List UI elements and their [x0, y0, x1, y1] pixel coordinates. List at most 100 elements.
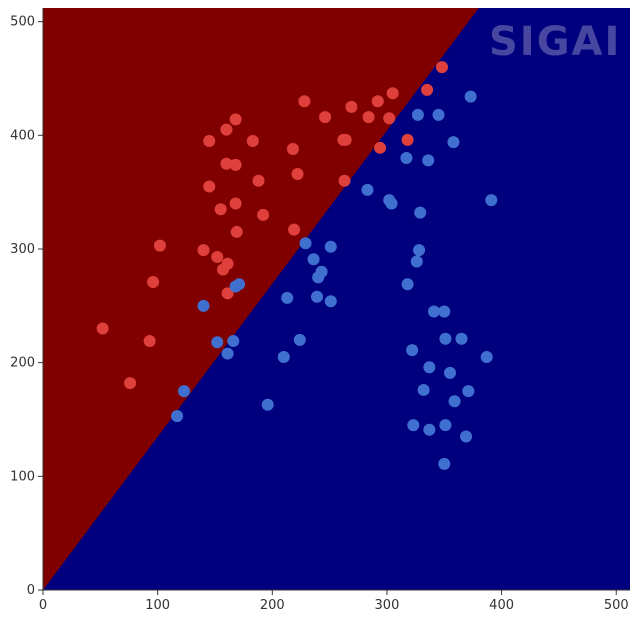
- series-1-point: [417, 383, 430, 396]
- series-0-point: [221, 287, 234, 300]
- series-1-point: [427, 305, 440, 318]
- series-0-point: [362, 111, 375, 124]
- watermark-logo: SIGAI: [489, 19, 621, 65]
- series-1-point: [361, 183, 374, 196]
- series-1-point: [385, 197, 398, 210]
- axes: 0 100 200 300 400 500 0 100 200 300 400 500: [10, 8, 630, 613]
- data-points: [96, 61, 498, 470]
- series-1-point: [432, 108, 445, 121]
- y-tick-label: 100: [10, 469, 35, 484]
- x-tick-label: 500: [604, 598, 629, 613]
- series-0-point: [345, 100, 358, 113]
- series-1-point: [422, 154, 435, 167]
- series-0-point: [252, 174, 265, 187]
- series-0-point: [246, 134, 259, 147]
- series-1-point: [485, 194, 498, 207]
- series-0-point: [203, 134, 216, 147]
- series-0-point: [229, 158, 242, 171]
- series-0-point: [220, 123, 233, 136]
- series-1-point: [411, 108, 424, 121]
- series-1-point: [293, 333, 306, 346]
- series-1-point: [324, 240, 337, 253]
- decision-regions: [43, 8, 630, 590]
- y-tick-label: 0: [27, 583, 35, 598]
- series-0-point: [229, 113, 242, 126]
- series-1-point: [423, 423, 436, 436]
- series-0-point: [147, 275, 160, 288]
- series-1-point: [438, 457, 451, 470]
- series-1-point: [447, 136, 460, 149]
- series-1-point: [455, 332, 468, 345]
- x-tick-label: 400: [489, 598, 514, 613]
- series-1-point: [299, 237, 312, 250]
- series-0-point: [291, 167, 304, 180]
- x-tick-label: 200: [260, 598, 285, 613]
- series-0-point: [197, 244, 210, 257]
- series-1-point: [227, 335, 240, 348]
- series-1-point: [464, 90, 477, 103]
- series-1-point: [413, 244, 426, 257]
- series-0-point: [298, 95, 311, 108]
- series-1-point: [439, 419, 452, 432]
- y-tick-label: 200: [10, 356, 35, 371]
- series-1-point: [414, 206, 427, 219]
- y-tick-label: 400: [10, 128, 35, 143]
- x-tick-label: 100: [145, 598, 170, 613]
- series-0-point: [221, 257, 234, 270]
- series-1-point: [401, 278, 414, 291]
- series-1-point: [400, 152, 413, 165]
- series-0-point: [203, 180, 216, 193]
- series-1-point: [406, 344, 419, 357]
- x-tick-label: 300: [375, 598, 400, 613]
- series-1-point: [277, 350, 290, 363]
- series-0-point: [401, 133, 414, 146]
- series-0-point: [229, 197, 242, 210]
- series-0-point: [211, 250, 224, 263]
- series-1-point: [324, 295, 337, 308]
- series-0-point: [319, 111, 332, 124]
- series-1-point: [197, 299, 210, 312]
- series-0-point: [257, 208, 270, 221]
- series-0-point: [435, 61, 448, 74]
- series-1-point: [221, 347, 234, 360]
- series-0-point: [421, 83, 434, 96]
- series-0-point: [386, 87, 399, 100]
- series-1-point: [480, 350, 493, 363]
- series-1-point: [444, 366, 457, 379]
- x-tick-label: 0: [39, 598, 47, 613]
- series-0-point: [230, 225, 243, 238]
- series-1-point: [439, 332, 452, 345]
- series-1-point: [423, 361, 436, 374]
- series-1-point: [407, 419, 420, 432]
- series-1-point: [460, 430, 473, 443]
- y-tick-label: 300: [10, 242, 35, 257]
- series-1-point: [438, 305, 451, 318]
- series-1-point: [448, 395, 461, 408]
- series-0-point: [286, 142, 299, 155]
- series-0-point: [338, 174, 351, 187]
- series-0-point: [214, 203, 227, 216]
- series-0-point: [124, 377, 137, 390]
- series-1-point: [410, 255, 423, 268]
- series-0-point: [153, 239, 166, 252]
- series-1-point: [233, 278, 246, 291]
- series-1-point: [462, 385, 475, 398]
- series-1-point: [171, 410, 184, 423]
- series-1-point: [261, 398, 274, 411]
- series-0-point: [374, 141, 387, 154]
- series-1-point: [315, 265, 328, 278]
- series-1-point: [281, 291, 294, 304]
- series-1-point: [307, 253, 320, 266]
- series-0-point: [288, 223, 301, 236]
- series-0-point: [96, 322, 109, 335]
- series-1-point: [178, 385, 191, 398]
- series-0-point: [339, 133, 352, 146]
- series-1-point: [211, 336, 224, 349]
- y-tick-label: 500: [10, 15, 35, 30]
- series-1-point: [311, 290, 324, 303]
- series-0-point: [143, 335, 156, 348]
- region-above: [43, 8, 479, 590]
- series-0-point: [220, 157, 233, 170]
- series-0-point: [371, 95, 384, 108]
